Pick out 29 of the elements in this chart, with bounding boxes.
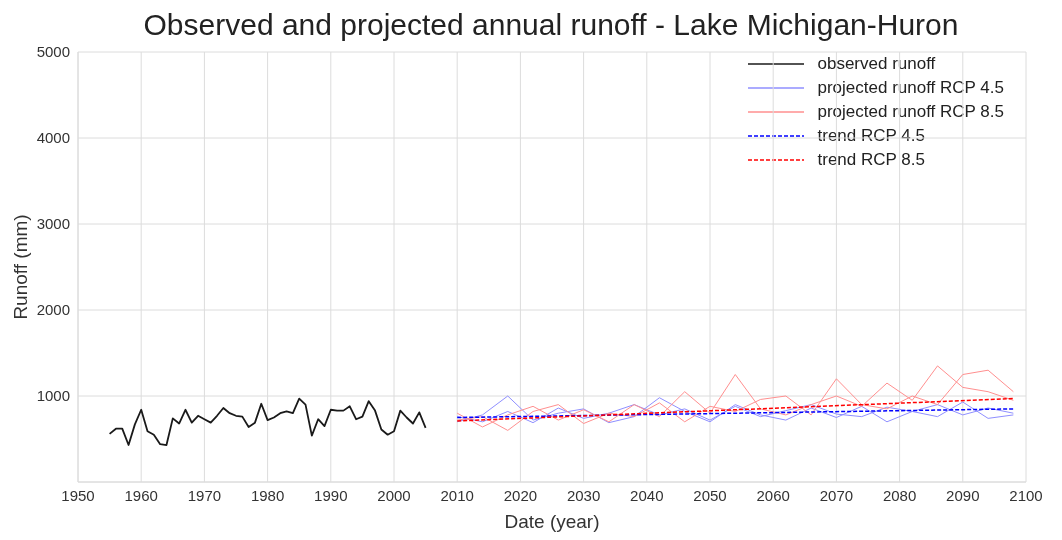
x-axis-title: Date (year) xyxy=(504,511,600,532)
x-tick-label: 2070 xyxy=(819,486,854,504)
x-tick-label: 2010 xyxy=(440,486,474,504)
x-tick-label: 2060 xyxy=(756,486,790,504)
legend-label: projected runoff RCP 8.5 xyxy=(817,101,1004,123)
x-tick-label: 1950 xyxy=(61,486,95,504)
x-tick-label: 1980 xyxy=(250,486,285,504)
chart-title: Observed and projected annual runoff - Lake Michigan-Huron xyxy=(142,8,960,42)
x-tick-label: 1960 xyxy=(124,486,158,504)
legend-label: trend RCP 8.5 xyxy=(817,149,925,171)
y-tick-label: 2000 xyxy=(36,301,70,319)
y-tick-label: 3000 xyxy=(36,215,70,233)
x-tick-label: 2100 xyxy=(1009,486,1043,504)
x-tick-label: 2000 xyxy=(377,486,411,504)
y-tick-label: 1000 xyxy=(36,387,70,405)
x-tick-label: 2090 xyxy=(946,486,980,504)
legend-label: observed runoff xyxy=(817,53,936,75)
x-tick-label: 2020 xyxy=(503,486,538,504)
y-axis-title: Runoff (mm) xyxy=(9,214,31,320)
x-tick-label: 2050 xyxy=(693,486,727,504)
y-tick-label: 5000 xyxy=(36,43,70,61)
x-tick-label: 2080 xyxy=(882,486,917,504)
x-tick-label: 2030 xyxy=(566,486,601,504)
x-tick-label: 1970 xyxy=(187,486,222,504)
x-tick-label: 2040 xyxy=(630,486,664,504)
legend-label: trend RCP 4.5 xyxy=(817,125,925,147)
y-tick-label: 4000 xyxy=(36,129,70,147)
legend-label: projected runoff RCP 4.5 xyxy=(817,77,1004,99)
x-tick-label: 1990 xyxy=(314,486,348,504)
